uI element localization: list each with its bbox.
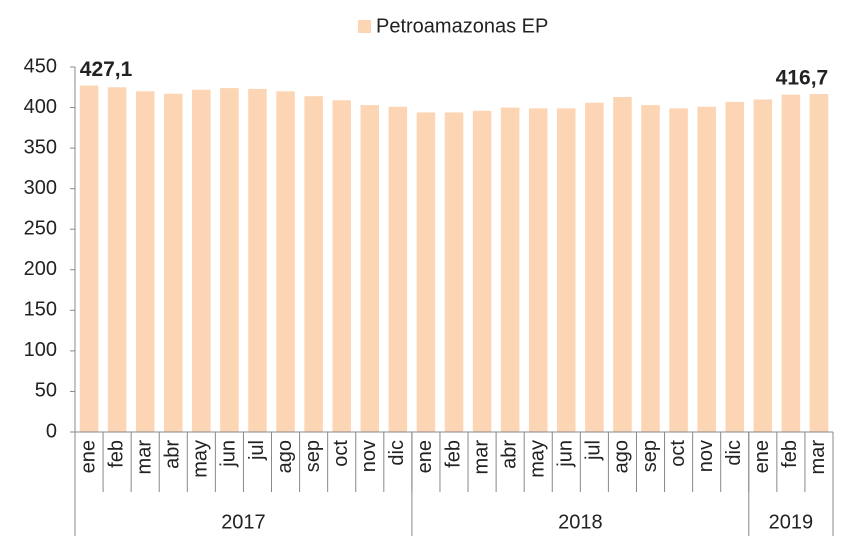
bar	[388, 106, 408, 432]
bar	[220, 88, 239, 432]
year-label: 2019	[769, 511, 814, 533]
x-tick-label: dic	[723, 440, 745, 466]
x-tick-label: jun	[218, 440, 240, 468]
bar	[304, 96, 323, 432]
x-tick-label: dic	[386, 440, 408, 466]
x-tick-label: ago	[274, 440, 296, 473]
x-tick-label: feb	[105, 440, 127, 468]
x-tick-label: jul	[583, 440, 605, 461]
y-tick-label: 250	[24, 218, 57, 240]
bar	[416, 112, 436, 432]
y-tick-label: 0	[46, 420, 57, 442]
bar	[809, 94, 829, 432]
y-tick-label: 350	[24, 136, 57, 158]
x-tick-label: sep	[302, 440, 324, 472]
bar	[192, 89, 211, 432]
x-tick-label: nov	[695, 440, 717, 472]
bar	[248, 88, 267, 433]
y-tick-label: 450	[24, 55, 57, 77]
bar	[697, 106, 716, 432]
x-tick-label: jul	[246, 440, 268, 461]
year-label: 2018	[558, 511, 603, 533]
bar	[135, 91, 155, 432]
legend-label: Petroamazonas EP	[376, 15, 548, 37]
bar	[557, 108, 576, 432]
bar	[79, 85, 99, 432]
bar	[276, 91, 295, 432]
x-tick-label: nov	[358, 440, 380, 472]
x-tick-label: feb	[779, 440, 801, 468]
x-tick-label: oct	[330, 440, 352, 467]
x-tick-label: abr	[498, 440, 520, 469]
value-label: 416,7	[776, 67, 829, 90]
y-tick-label: 200	[24, 258, 57, 280]
x-tick-label: mar	[133, 440, 155, 475]
x-tick-label: sep	[639, 440, 661, 472]
x-tick-label: mar	[807, 440, 829, 475]
y-tick-label: 50	[35, 380, 57, 402]
bar	[641, 105, 660, 432]
x-tick-label: jun	[555, 440, 577, 468]
value-label: 427,1	[80, 58, 133, 81]
y-tick-label: 300	[24, 177, 57, 199]
bar	[163, 93, 183, 433]
x-tick-label: ene	[751, 440, 773, 473]
bar	[472, 110, 492, 433]
bar	[725, 101, 745, 432]
x-tick-label: abr	[162, 440, 184, 469]
bar	[585, 102, 604, 432]
x-tick-label: mar	[470, 440, 492, 475]
x-tick-label: ene	[414, 440, 436, 473]
bar	[669, 108, 688, 432]
y-tick-label: 150	[24, 299, 57, 321]
x-tick-label: may	[527, 440, 549, 478]
x-tick-label: feb	[442, 440, 464, 468]
bar	[332, 100, 351, 432]
bar	[528, 108, 548, 432]
y-tick-label: 400	[24, 96, 57, 118]
bar	[781, 94, 801, 433]
bar	[753, 99, 773, 432]
x-tick-label: ago	[611, 440, 633, 473]
y-tick-label: 100	[24, 339, 57, 361]
bar	[107, 87, 127, 433]
bar	[613, 97, 632, 432]
x-tick-label: oct	[667, 440, 689, 467]
year-label: 2017	[221, 511, 266, 533]
x-tick-label: ene	[77, 440, 99, 473]
legend-swatch	[358, 20, 371, 33]
x-tick-label: may	[190, 440, 212, 478]
bar	[444, 112, 464, 432]
bar	[360, 105, 380, 432]
bar	[500, 107, 520, 433]
